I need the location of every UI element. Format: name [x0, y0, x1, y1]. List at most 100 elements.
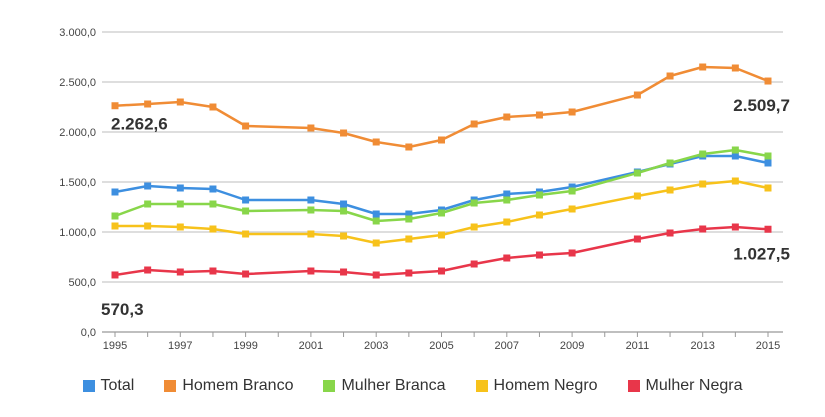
data-point	[568, 249, 576, 257]
data-point	[503, 190, 511, 198]
legend-swatch	[82, 380, 95, 392]
data-annotation: 2.509,7	[733, 96, 790, 115]
data-point	[209, 225, 217, 233]
data-point	[405, 143, 413, 151]
data-point	[731, 152, 739, 160]
data-point	[242, 122, 250, 130]
x-tick-label: 1999	[233, 340, 257, 352]
data-point	[503, 218, 511, 226]
legend-swatch	[323, 380, 336, 392]
data-point	[340, 232, 348, 240]
data-point	[633, 235, 641, 243]
data-point	[372, 210, 380, 218]
data-point	[111, 212, 119, 220]
y-tick-label: 0,0	[81, 327, 96, 339]
y-tick-label: 1.000,0	[59, 227, 96, 239]
data-annotation: 1.027,5	[733, 244, 790, 263]
data-point	[340, 207, 348, 215]
legend-item: Homem Branco	[164, 377, 293, 395]
data-point	[144, 266, 152, 274]
data-point	[666, 229, 674, 237]
data-point	[503, 196, 511, 204]
legend-item: Mulher Negra	[627, 377, 742, 395]
x-tick-label: 2005	[429, 340, 453, 352]
data-point	[470, 199, 478, 207]
data-point	[764, 159, 772, 167]
data-annotation: 570,3	[101, 300, 144, 319]
data-point	[535, 111, 543, 119]
y-tick-label: 1.500,0	[59, 177, 96, 189]
legend: Total Homem Branco Mulher Branca Homem Negr…	[0, 372, 825, 400]
data-point	[699, 150, 707, 158]
data-point	[372, 217, 380, 225]
x-tick-label: 2011	[626, 340, 650, 352]
data-point	[176, 268, 184, 276]
data-point	[666, 72, 674, 80]
data-point	[764, 184, 772, 192]
data-point	[111, 222, 119, 230]
legend-item: Homem Negro	[475, 377, 598, 395]
data-point	[699, 180, 707, 188]
data-point	[731, 64, 739, 72]
data-point	[633, 91, 641, 99]
data-point	[633, 192, 641, 200]
legend-label: Total	[100, 377, 135, 394]
data-annotation: 2.262,6	[111, 115, 168, 134]
y-tick-label: 2.000,0	[59, 127, 96, 139]
data-point	[568, 183, 576, 191]
data-point	[535, 251, 543, 259]
data-point	[242, 196, 250, 204]
legend-swatch	[475, 380, 488, 392]
legend-label: Homem Negro	[493, 377, 598, 394]
annotations: 2.262,6 2.509,7 570,3 1.027,5	[101, 96, 790, 319]
data-point	[340, 268, 348, 276]
data-point	[764, 152, 772, 160]
data-point	[666, 186, 674, 194]
data-point	[340, 200, 348, 208]
data-point	[209, 200, 217, 208]
data-point	[633, 169, 641, 177]
data-point	[144, 222, 152, 230]
x-tick-label: 2003	[364, 340, 388, 352]
data-point	[438, 136, 445, 144]
legend-item: Mulher Branca	[323, 377, 446, 395]
data-point	[242, 230, 250, 238]
series-lines	[114, 65, 769, 277]
data-point	[176, 98, 184, 106]
data-point	[470, 120, 478, 128]
data-point	[438, 231, 445, 239]
data-point	[307, 230, 315, 238]
data-point	[470, 223, 478, 231]
data-point	[405, 215, 413, 223]
y-axis: 0,0 500,0 1.000,0 1.500,0 2.000,0 2.500,0 3.00…	[59, 27, 96, 339]
data-point	[176, 223, 184, 231]
data-point	[405, 235, 413, 243]
data-point	[111, 188, 119, 196]
data-point	[372, 239, 380, 247]
data-point	[111, 102, 119, 110]
data-point	[405, 210, 413, 218]
data-point	[438, 267, 445, 275]
data-point	[405, 269, 413, 277]
data-point	[731, 223, 739, 231]
legend-swatch	[627, 380, 640, 392]
data-point	[111, 271, 119, 279]
data-point	[764, 225, 772, 233]
grid-lines	[102, 31, 783, 333]
data-point	[503, 254, 511, 262]
data-point	[731, 146, 739, 154]
data-point	[144, 100, 152, 108]
data-point	[535, 191, 543, 199]
data-point	[372, 271, 380, 279]
data-point	[209, 103, 217, 111]
data-point	[699, 225, 707, 233]
legend-label: Mulher Branca	[341, 377, 446, 394]
data-point	[242, 207, 250, 215]
x-tick-label: 2009	[560, 340, 584, 352]
data-point	[209, 185, 217, 193]
data-point	[438, 209, 445, 217]
data-point	[340, 129, 348, 137]
data-point	[307, 206, 315, 214]
data-point	[568, 108, 576, 116]
